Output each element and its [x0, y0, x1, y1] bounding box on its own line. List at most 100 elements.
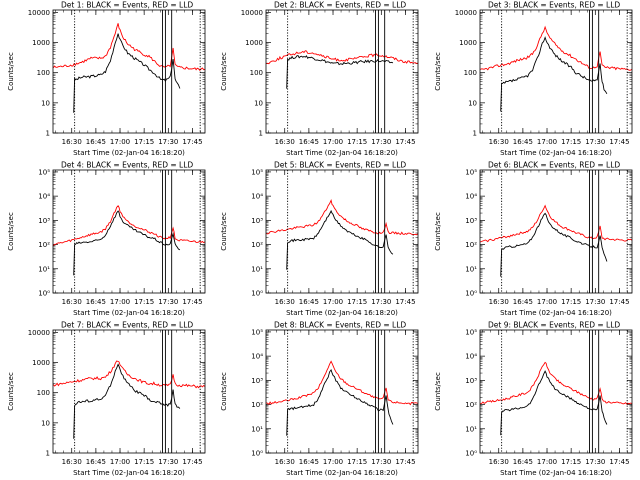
x-tick-label: 17:45: [609, 298, 629, 306]
lld-series-line: [266, 360, 419, 406]
chart-title: Det 4: BLACK = Events, RED = LLD: [61, 161, 193, 170]
x-tick-label: 16:30: [275, 298, 295, 306]
y-tick-label: 10⁰: [251, 450, 263, 458]
x-tick-label: 16:45: [86, 298, 106, 306]
detector-panel-5: Det 5: BLACK = Events, RED = LLD Counts/s…: [213, 160, 426, 320]
y-tick-label: 10⁵: [465, 328, 477, 336]
y-tick-label: 10: [41, 419, 50, 427]
x-axis-label: Start Time (02-Jan-04 16:18:20): [73, 469, 185, 477]
x-tick-label: 17:45: [182, 138, 202, 146]
x-tick-label: 17:45: [395, 138, 415, 146]
x-tick-label: 17:45: [395, 298, 415, 306]
x-tick-label: 17:30: [158, 138, 178, 146]
y-tick-label: 10⁵: [465, 168, 477, 176]
x-axis-label: Start Time (02-Jan-04 16:18:20): [73, 309, 185, 317]
y-tick-label: 10: [254, 99, 263, 107]
chart-title: Det 6: BLACK = Events, RED = LLD: [488, 161, 620, 170]
x-tick-label: 17:00: [323, 138, 343, 146]
x-axis-label: Start Time (02-Jan-04 16:18:20): [500, 149, 612, 157]
x-tick-label: 16:30: [489, 138, 509, 146]
chart-svg: Det 6: BLACK = Events, RED = LLD Counts/s…: [434, 161, 633, 317]
x-axis-label: Start Time (02-Jan-04 16:18:20): [500, 469, 612, 477]
y-tick-label: 10⁵: [38, 168, 50, 176]
chart-svg: Det 4: BLACK = Events, RED = LLD Counts/s…: [7, 161, 206, 317]
chart-title: Det 3: BLACK = Events, RED = LLD: [488, 1, 620, 10]
x-tick-label: 16:45: [513, 458, 533, 466]
plot-frame: [265, 9, 419, 134]
lld-series-line: [53, 205, 206, 246]
detector-panel-9: Det 9: BLACK = Events, RED = LLD Counts/s…: [427, 320, 640, 480]
x-tick-label: 17:15: [134, 138, 154, 146]
y-axis-label: Counts/sec: [434, 212, 442, 251]
y-axis-label: Counts/sec: [434, 372, 442, 411]
x-tick-label: 16:30: [275, 458, 295, 466]
x-tick-label: 17:15: [347, 298, 367, 306]
detector-panel-2: Det 2: BLACK = Events, RED = LLD Counts/s…: [213, 0, 426, 160]
lld-series-line: [53, 23, 206, 71]
x-tick-label: 16:45: [299, 138, 319, 146]
x-tick-label: 17:00: [110, 298, 130, 306]
y-tick-label: 10¹: [251, 265, 263, 273]
detector-panel-4: Det 4: BLACK = Events, RED = LLD Counts/s…: [0, 160, 213, 320]
y-tick-label: 100: [37, 69, 50, 77]
plot-frame: [479, 329, 633, 454]
y-tick-label: 1000: [32, 39, 50, 47]
y-tick-label: 10³: [38, 217, 50, 225]
y-tick-label: 10²: [465, 401, 477, 409]
detector-panel-3: Det 3: BLACK = Events, RED = LLD Counts/s…: [427, 0, 640, 160]
y-axis-label: Counts/sec: [220, 212, 228, 251]
y-tick-label: 10¹: [465, 425, 477, 433]
x-axis-label: Start Time (02-Jan-04 16:18:20): [286, 469, 398, 477]
x-tick-label: 17:30: [158, 458, 178, 466]
lld-series-line: [266, 50, 419, 65]
x-tick-label: 17:30: [585, 298, 605, 306]
chart-title: Det 1: BLACK = Events, RED = LLD: [61, 1, 193, 10]
x-tick-label: 17:00: [537, 458, 557, 466]
x-tick-label: 17:15: [347, 138, 367, 146]
y-tick-label: 1000: [459, 39, 477, 47]
lld-series-line: [53, 360, 206, 389]
events-series-line: [500, 36, 608, 112]
y-axis-label: Counts/sec: [434, 52, 442, 91]
chart-svg: Det 5: BLACK = Events, RED = LLD Counts/s…: [220, 161, 419, 317]
chart-title: Det 9: BLACK = Events, RED = LLD: [488, 321, 620, 330]
x-tick-label: 17:00: [537, 138, 557, 146]
x-tick-label: 17:15: [561, 298, 581, 306]
y-tick-label: 1: [46, 130, 50, 138]
y-tick-label: 10²: [251, 241, 263, 249]
x-tick-label: 17:45: [609, 458, 629, 466]
y-tick-label: 10³: [465, 377, 477, 385]
y-tick-label: 10¹: [251, 425, 263, 433]
events-series-line: [286, 209, 394, 270]
x-tick-label: 17:15: [561, 138, 581, 146]
events-series-line: [73, 210, 181, 276]
y-tick-label: 10000: [241, 9, 263, 17]
x-tick-label: 16:45: [513, 138, 533, 146]
y-axis-label: Counts/sec: [220, 372, 228, 411]
x-tick-label: 17:15: [561, 458, 581, 466]
x-tick-label: 16:45: [86, 458, 106, 466]
detector-panel-6: Det 6: BLACK = Events, RED = LLD Counts/s…: [427, 160, 640, 320]
x-tick-label: 16:30: [62, 138, 82, 146]
y-tick-label: 1000: [32, 359, 50, 367]
x-tick-label: 17:00: [110, 138, 130, 146]
plot-frame: [479, 169, 633, 294]
x-tick-label: 17:45: [182, 458, 202, 466]
y-tick-label: 10⁵: [251, 328, 263, 336]
plot-frame: [265, 329, 419, 454]
y-tick-label: 10000: [455, 9, 477, 17]
y-tick-label: 10⁴: [465, 193, 477, 201]
x-tick-label: 17:15: [134, 458, 154, 466]
chart-title: Det 7: BLACK = Events, RED = LLD: [61, 321, 193, 330]
y-tick-label: 10¹: [38, 265, 50, 273]
y-tick-label: 10⁰: [38, 290, 50, 298]
y-tick-label: 10⁴: [251, 353, 263, 361]
y-tick-label: 10000: [28, 329, 50, 337]
x-tick-label: 16:45: [86, 138, 106, 146]
y-tick-label: 10⁴: [251, 193, 263, 201]
detector-panel-1: Det 1: BLACK = Events, RED = LLD Counts/s…: [0, 0, 213, 160]
y-tick-label: 100: [250, 69, 263, 77]
y-axis-label: Counts/sec: [7, 52, 15, 91]
y-tick-label: 10³: [251, 217, 263, 225]
